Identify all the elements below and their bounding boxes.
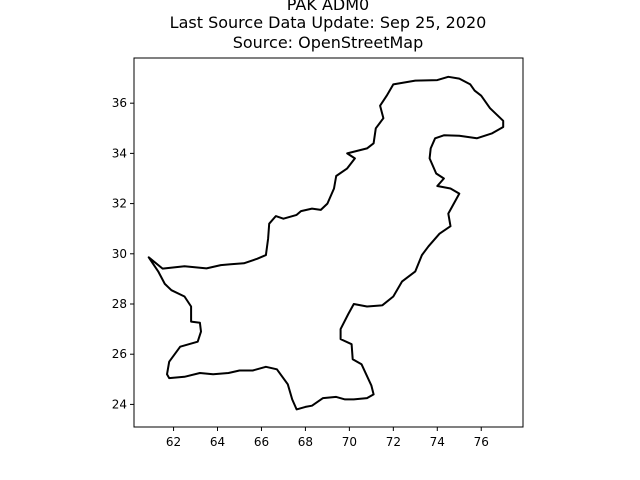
y-tick-label: 34 bbox=[112, 146, 127, 160]
country-boundary bbox=[147, 75, 505, 411]
plot-area: 62 64 66 68 70 72 74 76 24 26 28 30 32 34 36 bbox=[112, 57, 524, 449]
x-tick-label: 64 bbox=[210, 435, 225, 449]
axes-frame bbox=[133, 57, 524, 428]
y-tick-label: 30 bbox=[112, 247, 127, 261]
x-tick-label: 68 bbox=[298, 435, 313, 449]
x-tick-label: 76 bbox=[474, 435, 489, 449]
y-axis: 24 26 28 30 32 34 36 bbox=[112, 96, 134, 411]
y-tick-label: 36 bbox=[112, 96, 127, 110]
y-tick-label: 28 bbox=[112, 297, 127, 311]
x-axis: 62 64 66 68 70 72 74 76 bbox=[166, 427, 489, 449]
x-tick-label: 70 bbox=[342, 435, 357, 449]
x-tick-label: 62 bbox=[166, 435, 181, 449]
x-tick-label: 74 bbox=[430, 435, 445, 449]
map-title-line2: Last Source Data Update: Sep 25, 2020 bbox=[170, 13, 487, 32]
y-tick-label: 26 bbox=[112, 347, 127, 361]
map-title-line3: Source: OpenStreetMap bbox=[233, 33, 424, 52]
y-tick-label: 24 bbox=[112, 397, 127, 411]
x-tick-label: 72 bbox=[386, 435, 401, 449]
x-tick-label: 66 bbox=[254, 435, 269, 449]
map-title-line1: PAK ADM0 bbox=[287, 0, 369, 14]
y-tick-label: 32 bbox=[112, 197, 127, 211]
